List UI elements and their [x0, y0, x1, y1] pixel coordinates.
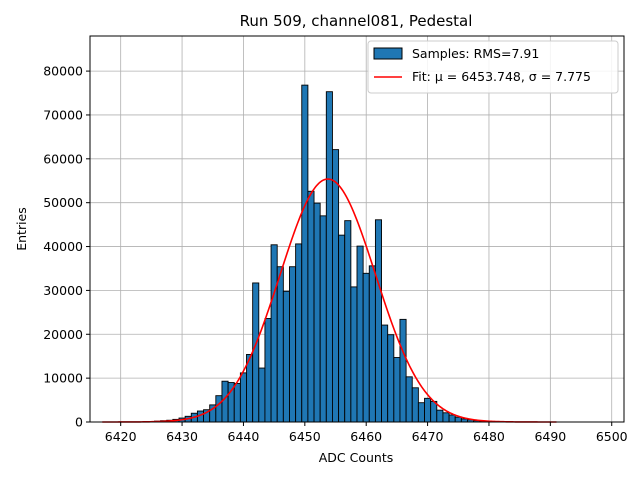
y-tick-label: 60000: [43, 151, 83, 166]
y-tick-label: 50000: [43, 195, 83, 210]
histogram-bar: [436, 409, 444, 423]
histogram-bar: [301, 84, 309, 423]
histogram-bar: [258, 367, 266, 423]
x-tick-label: 6420: [105, 429, 137, 444]
x-tick-label: 6440: [228, 429, 260, 444]
histogram-bar: [289, 266, 297, 423]
histogram-bar: [270, 244, 278, 423]
y-tick-label: 0: [75, 415, 83, 430]
histogram-bar: [239, 372, 247, 423]
histogram-bar: [282, 290, 290, 423]
x-tick-label: 6480: [473, 429, 505, 444]
histogram-bar: [424, 397, 432, 423]
x-axis-label: ADC Counts: [319, 450, 394, 465]
x-tick-label: 6490: [534, 429, 566, 444]
histogram-bars: [147, 84, 493, 423]
chart-title: Run 509, channel081, Pedestal: [240, 12, 473, 30]
y-axis-ticks: 0 10000 20000 30000 40000 50000 60000 70000 8000…: [43, 64, 90, 430]
histogram-bar: [356, 245, 364, 423]
x-tick-label: 6450: [289, 429, 321, 444]
histogram-bar: [313, 202, 321, 423]
y-tick-label: 30000: [43, 283, 83, 298]
histogram-bar: [442, 412, 450, 423]
histogram-bar: [448, 414, 456, 423]
y-tick-label: 80000: [43, 64, 83, 79]
x-tick-label: 6430: [166, 429, 198, 444]
histogram-bar: [307, 190, 315, 423]
y-tick-label: 70000: [43, 107, 83, 122]
histogram-bar: [374, 219, 383, 423]
histogram-bar: [295, 243, 303, 423]
histogram-bar: [338, 234, 346, 423]
histogram-bar: [393, 357, 401, 423]
histogram-bar: [344, 220, 352, 423]
x-tick-label: 6460: [350, 429, 382, 444]
y-tick-label: 10000: [43, 371, 83, 386]
legend-histogram-swatch: [373, 47, 403, 60]
histogram-bar: [325, 91, 333, 423]
histogram-bar: [368, 265, 376, 423]
plot-frame: [89, 35, 625, 423]
histogram-bar: [430, 400, 438, 423]
histogram-bar: [417, 402, 425, 423]
y-axis-label: Entries: [14, 207, 29, 251]
legend-histogram-label: Samples: RMS=7.91: [412, 46, 539, 61]
fit-curve: [102, 178, 557, 423]
histogram-bar: [411, 387, 419, 423]
histogram-bar: [264, 318, 272, 423]
histogram-bar: [350, 286, 358, 423]
x-tick-label: 6500: [596, 429, 628, 444]
y-tick-label: 40000: [43, 239, 83, 254]
legend-fit-label: Fit: μ = 6453.748, σ = 7.775: [412, 69, 591, 84]
legend-box: [367, 40, 619, 94]
histogram-bar: [362, 272, 370, 423]
histogram-bar: [252, 282, 260, 423]
y-tick-label: 20000: [43, 327, 83, 342]
histogram-bar: [221, 380, 229, 423]
histogram-bar: [387, 334, 395, 423]
histogram-bar: [319, 215, 327, 423]
x-tick-label: 6470: [412, 429, 444, 444]
histogram-bar: [405, 376, 413, 423]
legend: Samples: RMS=7.91 Fit: μ = 6453.748, σ =…: [367, 40, 619, 94]
histogram-bar: [454, 416, 462, 423]
histogram-bar: [276, 266, 284, 423]
histogram-bar: [399, 318, 407, 423]
histogram-bar: [331, 149, 340, 423]
histogram-bar: [233, 382, 241, 423]
histogram-bar: [215, 395, 223, 423]
histogram-bar: [381, 324, 389, 423]
x-axis-ticks: 6420 6430 6440 6450 6460 6470 6480 6490 6500: [105, 422, 628, 444]
